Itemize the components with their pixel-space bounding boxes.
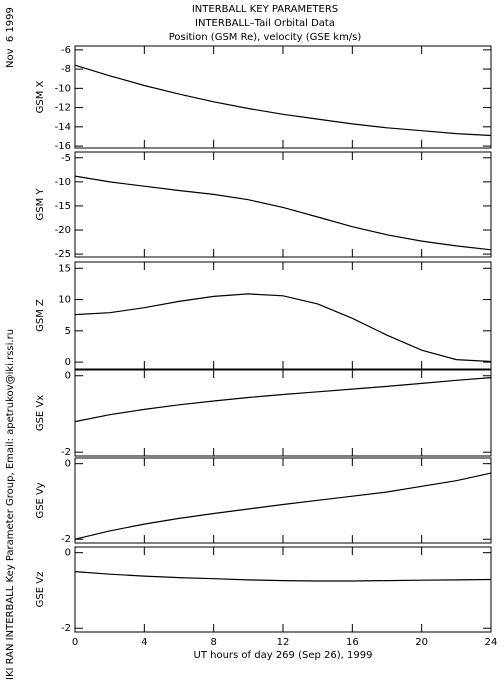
x-tick-label: 24	[485, 637, 498, 648]
y-tick-label: -10	[55, 177, 71, 188]
y-axis-label: GSE Vx	[35, 395, 46, 431]
x-tick-label: 8	[210, 637, 216, 648]
y-axis-label: GSE Vz	[35, 572, 46, 608]
panel-frame	[74, 151, 492, 258]
y-axis-label: GSM Y	[35, 188, 46, 221]
y-tick-label: -12	[55, 103, 71, 114]
data-line	[74, 472, 492, 540]
x-tick-label: 4	[141, 637, 147, 648]
data-line	[74, 293, 492, 363]
x-tick-label: 16	[346, 637, 359, 648]
y-tick-label: 5	[65, 326, 71, 337]
x-tick-label: 12	[277, 637, 290, 648]
y-tick-label: -10	[55, 83, 71, 94]
x-tick-label: 0	[72, 637, 78, 648]
y-tick-label: 0	[65, 459, 71, 470]
data-line	[74, 571, 492, 582]
y-tick-label: -15	[55, 201, 71, 212]
y-tick-label: 0	[65, 548, 71, 559]
y-tick-label: -25	[55, 249, 71, 260]
y-tick-label: -2	[61, 623, 71, 634]
panel-frame	[74, 45, 492, 149]
y-tick-label: -5	[61, 153, 71, 164]
y-tick-label: -2	[61, 534, 71, 545]
y-tick-label: -6	[61, 45, 71, 56]
y-tick-label: 0	[65, 371, 71, 382]
credit: IKI RAN INTERBALL Key Parameter Group, E…	[5, 329, 16, 680]
x-tick-label: 20	[415, 637, 428, 648]
y-axis-label: GSM X	[35, 80, 46, 113]
description: Position (GSM Re), velocity (GSE km/s)	[169, 32, 362, 43]
data-line	[74, 377, 492, 423]
y-tick-label: -14	[55, 122, 71, 133]
date-label: Nov 6 1999	[5, 7, 16, 68]
y-tick-label: 0	[65, 357, 71, 368]
y-tick-label: 15	[58, 263, 71, 274]
title: INTERBALL KEY PARAMETERS	[192, 4, 338, 15]
y-tick-label: -8	[61, 64, 71, 75]
y-tick-label: -2	[61, 447, 71, 458]
y-axis-label: GSE Vy	[35, 482, 46, 518]
data-line	[74, 64, 492, 137]
panel-frame	[74, 457, 492, 544]
panel-frame	[74, 546, 492, 633]
x-axis-label: UT hours of day 269 (Sep 26), 1999	[194, 650, 373, 661]
y-axis-label: GSM Z	[35, 299, 46, 332]
y-tick-label: -20	[55, 225, 71, 236]
subtitle: INTERBALL–Tail Orbital Data	[195, 18, 335, 29]
y-tick-label: -16	[55, 141, 71, 152]
panel-frame	[74, 261, 492, 370]
y-tick-label: 10	[58, 295, 71, 306]
data-line	[74, 175, 492, 251]
